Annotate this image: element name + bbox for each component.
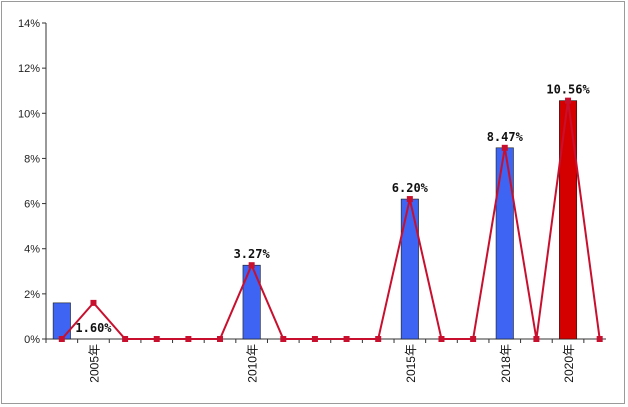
y-tick-label: 2% [24, 289, 40, 301]
line-marker [90, 299, 97, 306]
data-label: 1.60% [75, 321, 112, 335]
line-marker [248, 262, 255, 269]
line-marker [58, 336, 65, 342]
y-tick-label: 0% [24, 334, 40, 346]
y-tick-label: 10% [18, 108, 40, 120]
x-tick-label: 2005年 [87, 344, 101, 383]
line-marker [153, 336, 160, 342]
bar [52, 302, 71, 340]
x-tick-label: 2010年 [246, 344, 260, 383]
data-label: 6.20% [392, 181, 429, 195]
bar [559, 100, 578, 340]
y-tick-label: 14% [18, 18, 40, 30]
line-marker [438, 336, 445, 342]
line-marker [375, 336, 382, 342]
y-tick-label: 8% [24, 153, 40, 165]
line-marker [596, 336, 603, 342]
line-series [61, 100, 601, 340]
y-tick-label: 6% [24, 199, 40, 211]
line-marker [217, 336, 224, 342]
line-marker [280, 336, 287, 342]
line-marker [406, 196, 413, 203]
line-marker [470, 336, 477, 342]
y-tick-label: 12% [18, 63, 40, 75]
bar [242, 264, 261, 340]
line-marker [311, 336, 318, 342]
line-marker [185, 336, 192, 342]
data-label: 3.27% [234, 247, 271, 261]
data-label: 8.47% [487, 130, 524, 144]
bar [400, 198, 419, 340]
x-tick-label: 2018年 [499, 344, 513, 383]
line-marker [343, 336, 350, 342]
x-tick-label: 2020年 [562, 344, 576, 383]
line-marker [533, 336, 540, 342]
bar [495, 147, 514, 340]
y-tick-label: 4% [24, 244, 40, 256]
line-marker [501, 144, 508, 151]
x-tick-label: 2015年 [404, 344, 418, 383]
line-marker [565, 97, 572, 104]
data-label: 10.56% [546, 83, 590, 97]
line-marker [122, 336, 129, 342]
